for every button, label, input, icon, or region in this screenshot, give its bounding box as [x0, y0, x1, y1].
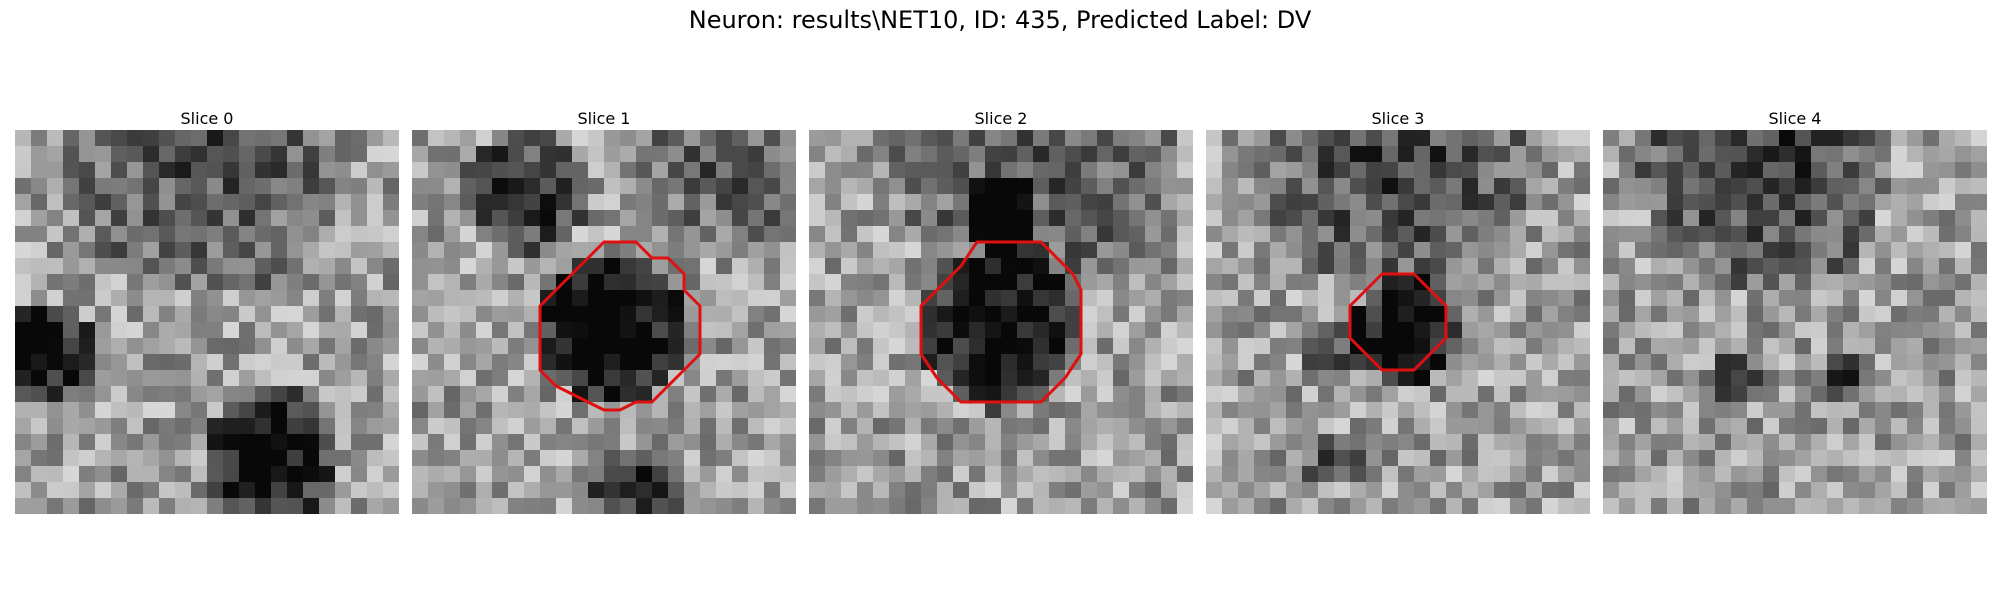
- slice-title-0: Slice 0: [180, 109, 234, 128]
- slice-image-1: [412, 130, 796, 514]
- slice-title-1: Slice 1: [577, 109, 631, 128]
- slice-panel-1: Slice 1: [412, 108, 796, 514]
- slice-image-2: [809, 130, 1193, 514]
- figure-title: Neuron: results\NET10, ID: 435, Predicte…: [688, 6, 1312, 34]
- slice-panel-2: Slice 2: [809, 108, 1193, 514]
- slice-panel-3: Slice 3: [1206, 108, 1590, 514]
- neuron-outline: [1348, 272, 1448, 372]
- neuron-outline: [919, 240, 1083, 404]
- neuron-outline: [538, 240, 702, 412]
- slice-title-3: Slice 3: [1371, 109, 1425, 128]
- slice-title-4: Slice 4: [1768, 109, 1822, 128]
- slice-title-2: Slice 2: [974, 109, 1028, 128]
- slice-image-4: [1603, 130, 1987, 514]
- slice-image-3: [1206, 130, 1590, 514]
- slice-panel-0: Slice 0: [15, 108, 399, 514]
- slice-panel-4: Slice 4: [1603, 108, 1987, 514]
- slice-image-0: [15, 130, 399, 514]
